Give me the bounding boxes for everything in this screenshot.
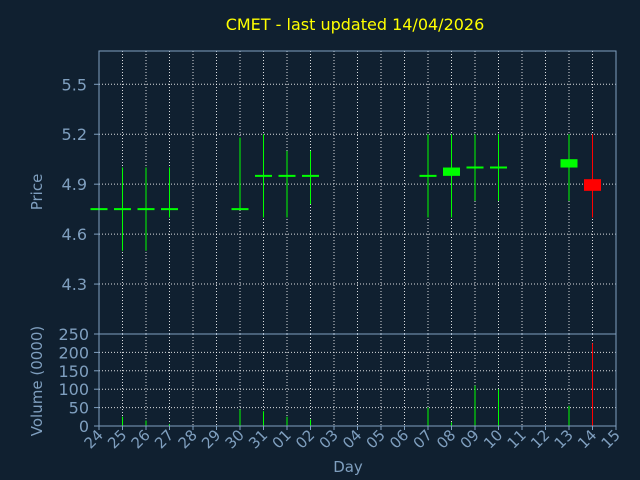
volume-tick-label: 50 xyxy=(69,399,89,418)
price-tick-label: 4.3 xyxy=(62,275,87,294)
price-tick-label: 5.5 xyxy=(62,75,87,94)
price-axis-label: Price xyxy=(28,174,46,211)
price-tick-label: 5.2 xyxy=(62,125,87,144)
candle-body xyxy=(443,167,460,176)
volume-tick-label: 250 xyxy=(58,325,89,344)
candle-body xyxy=(560,159,578,168)
candle-body xyxy=(584,179,601,191)
volume-tick-label: 150 xyxy=(58,362,89,381)
volume-tick-label: 100 xyxy=(58,380,89,399)
x-axis-label: Day xyxy=(333,458,363,476)
price-tick-label: 4.9 xyxy=(62,175,87,194)
volume-axis-label: Volume (0000) xyxy=(28,326,46,436)
price-tick-labels: 4.3 4.6 4.9 5.2 5.5 xyxy=(62,75,99,294)
price-tick-label: 4.6 xyxy=(62,225,87,244)
volume-tick-label: 200 xyxy=(58,343,89,362)
volume-tick-label: 0 xyxy=(79,417,89,436)
chart-title: CMET - last updated 14/04/2026 xyxy=(226,15,485,34)
volume-panel-frame xyxy=(98,333,617,427)
x-tick-labels: 2425262728293031010203040506070809101112… xyxy=(81,426,624,452)
candles xyxy=(90,134,601,251)
